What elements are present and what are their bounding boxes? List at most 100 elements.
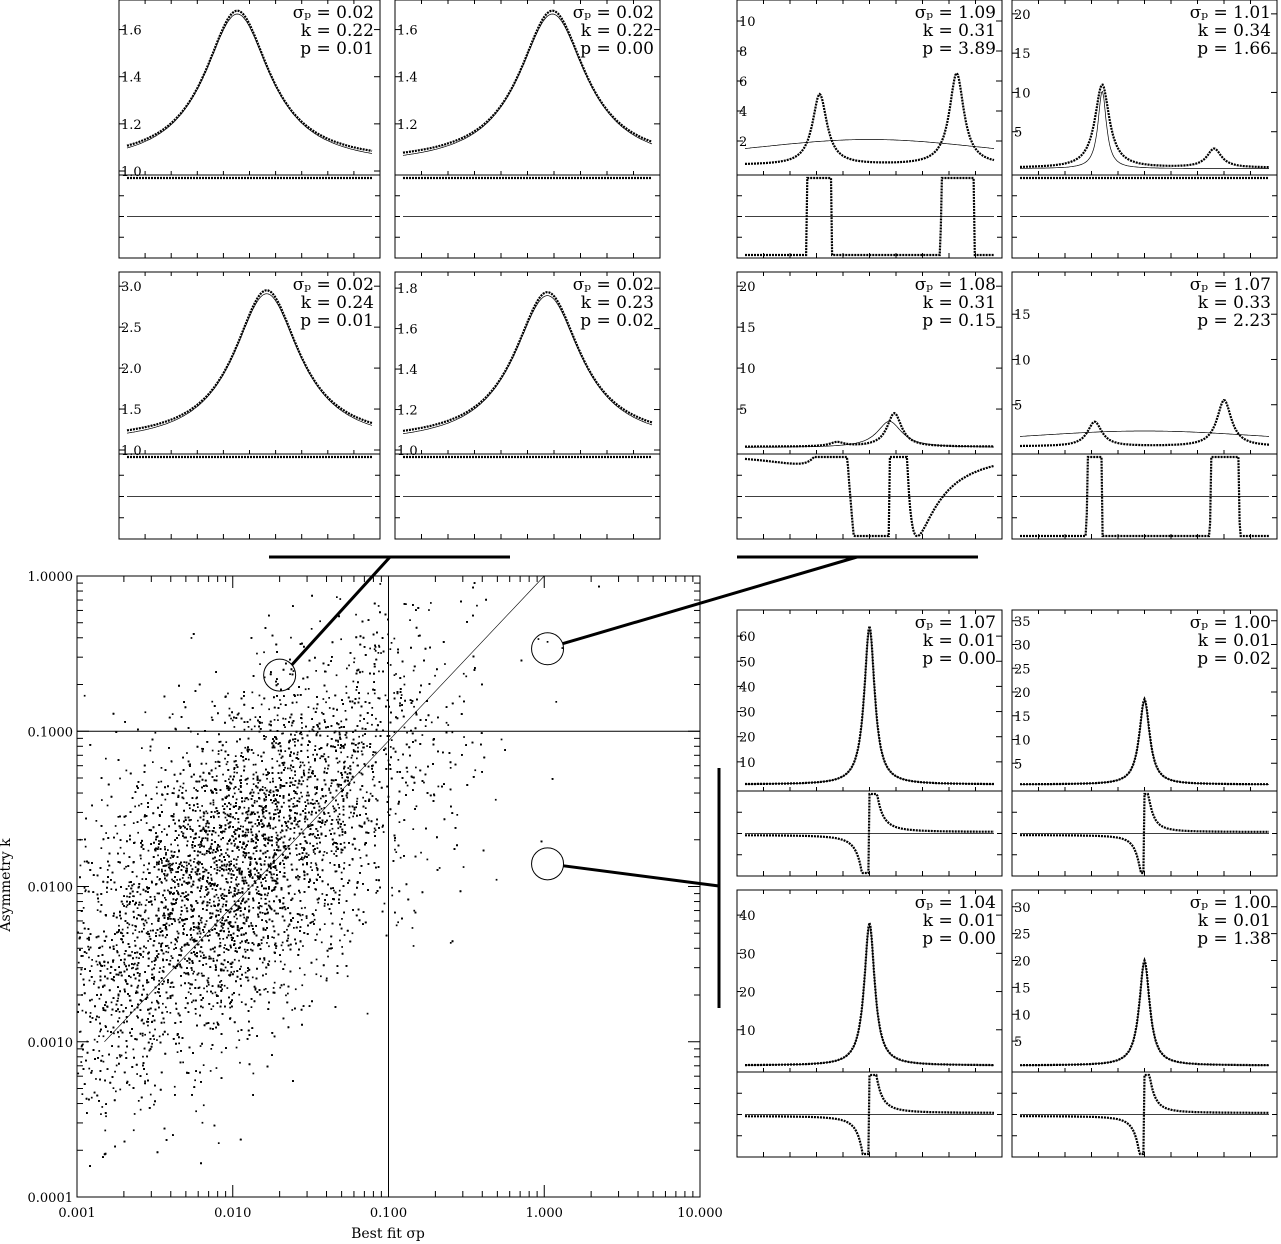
scatter-point [128, 881, 131, 884]
scatter-point [282, 859, 284, 862]
scatter-point [268, 900, 271, 903]
scatter-point [115, 944, 118, 946]
scatter-point [99, 1030, 101, 1033]
k-label: k = 0.31 [923, 21, 996, 41]
scatter-point [205, 822, 208, 825]
scatter-point [262, 929, 265, 931]
scatter-point [341, 946, 343, 948]
scatter-point [233, 900, 236, 903]
scatter-point [223, 869, 225, 872]
scatter-point [333, 731, 336, 734]
scatter-point [81, 1093, 84, 1095]
scatter-point [341, 776, 344, 779]
scatter-point [224, 966, 227, 969]
scatter-point [265, 736, 267, 738]
y-tick-label: 20 [739, 280, 756, 295]
scatter-point [265, 880, 267, 882]
scatter-point [123, 824, 126, 826]
scatter-point [242, 897, 245, 900]
scatter-point [147, 981, 150, 984]
k-label: k = 0.01 [1198, 631, 1271, 651]
scatter-point [177, 918, 180, 921]
scatter-point [223, 951, 225, 954]
data-curve [745, 71, 995, 165]
scatter-point [239, 1061, 241, 1064]
y-tick-label: 10 [1014, 86, 1031, 101]
scatter-point [306, 785, 309, 788]
scatter-point [293, 797, 296, 799]
scatter-point [101, 1055, 104, 1057]
scatter-point [323, 719, 326, 721]
profile-panel: 1.0 1.2 1.4 1.6 σₚ = 0.02k = 0.22p = 0.01 [118, 0, 381, 259]
scatter-point [220, 749, 223, 752]
scatter-point [204, 837, 207, 839]
scatter-point [121, 932, 124, 935]
sigma-label: σₚ = 1.07 [1190, 275, 1271, 295]
scatter-point [189, 836, 192, 838]
scatter-point [236, 829, 238, 832]
scatter-point [259, 663, 261, 665]
scatter-point [352, 749, 355, 751]
scatter-point [240, 965, 242, 968]
scatter-point [197, 921, 200, 924]
scatter-point [279, 703, 282, 706]
scatter-point [445, 721, 448, 724]
scatter-point [340, 787, 343, 790]
scatter-point [290, 769, 293, 772]
scatter-point [90, 1096, 93, 1099]
scatter-point [345, 692, 348, 694]
scatter-point [176, 879, 178, 881]
scatter-point [187, 823, 189, 826]
scatter-point [266, 894, 269, 897]
scatter-point [162, 958, 164, 961]
scatter-point [180, 826, 182, 828]
scatter-point [282, 717, 284, 720]
scatter-point [165, 899, 167, 901]
scatter-point [224, 757, 226, 760]
scatter-point [77, 961, 80, 964]
scatter-point [210, 1048, 213, 1050]
scatter-point [143, 924, 146, 927]
scatter-point [192, 929, 195, 931]
scatter-point [175, 862, 177, 864]
scatter-point [284, 855, 287, 858]
y-tick-label: 20 [1014, 686, 1031, 701]
scatter-point [322, 698, 325, 700]
scatter-point [127, 885, 130, 887]
y-tick-label: 1.0 [121, 165, 142, 180]
scatter-point [77, 1072, 80, 1075]
scatter-point [258, 694, 261, 697]
scatter-point [328, 829, 331, 832]
scatter-point [274, 852, 276, 854]
scatter-point [195, 797, 198, 800]
profile-panel: 1.0 1.5 2.0 2.5 3.0 σₚ = 0.02k = 0.24p = 0.01 [118, 271, 381, 540]
scatter-point [274, 944, 276, 946]
scatter-point [81, 1009, 84, 1012]
scatter-point [174, 881, 176, 883]
scatter-point [116, 832, 119, 835]
scatter-point [290, 798, 293, 800]
scatter-point [358, 697, 361, 700]
scatter-point [420, 851, 422, 854]
scatter-point [167, 849, 169, 851]
model-curve [1020, 90, 1269, 169]
scatter-point [153, 976, 155, 978]
scatter-point [293, 837, 295, 840]
scatter-point [367, 819, 370, 822]
scatter-point [98, 997, 101, 1000]
scatter-point [372, 754, 374, 756]
scatter-point [338, 727, 341, 729]
scatter-point [310, 802, 313, 805]
scatter-point [80, 1045, 83, 1048]
scatter-point [182, 866, 185, 868]
scatter-point [298, 800, 301, 803]
scatter-point [230, 881, 233, 883]
scatter-point [135, 990, 138, 993]
scatter-point [275, 742, 277, 744]
y-tick-label: 15 [1014, 981, 1031, 996]
scatter-point [323, 851, 326, 853]
scatter-point [270, 862, 272, 865]
scatter-point [234, 843, 236, 845]
scatter-point [174, 943, 176, 946]
k-label: k = 0.22 [301, 21, 374, 41]
